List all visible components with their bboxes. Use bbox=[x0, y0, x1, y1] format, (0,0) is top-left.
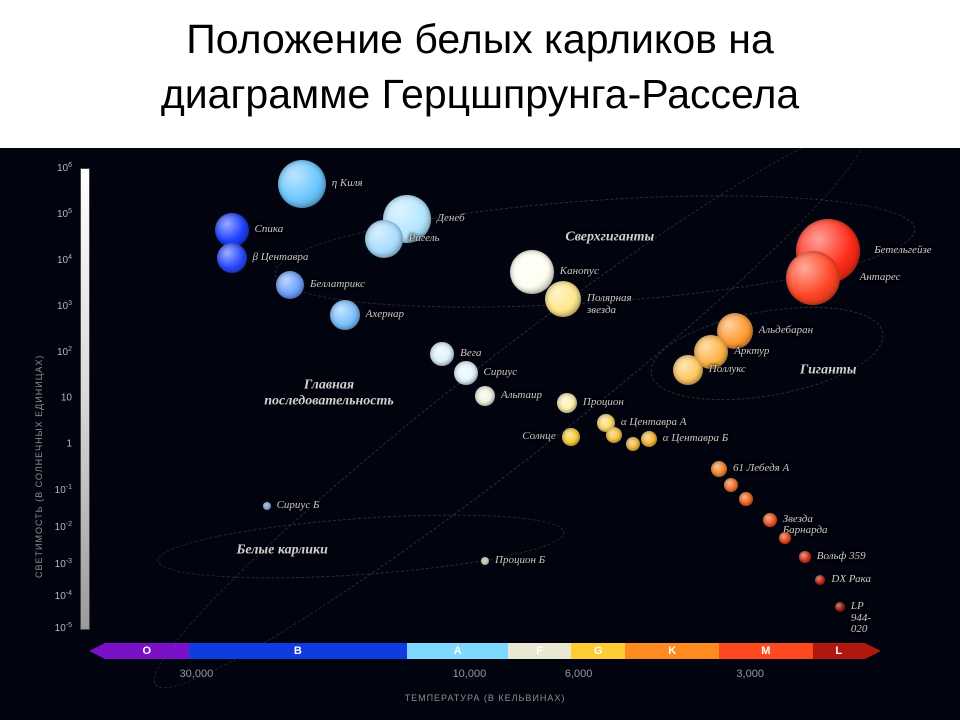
y-tick: 104 bbox=[12, 254, 72, 266]
star-label: Сириус Б bbox=[277, 500, 320, 512]
star-label: Денеб bbox=[437, 213, 465, 225]
star-marker bbox=[724, 478, 738, 492]
star-label: Процион Б bbox=[495, 555, 545, 567]
star-marker bbox=[454, 361, 478, 385]
y-axis-label: СВЕТИМОСТЬ (В СОЛНЕЧНЫХ ЕДИНИЦАХ) bbox=[34, 355, 44, 578]
star-label: LP 944-020 bbox=[851, 601, 875, 636]
spectral-class-B: B bbox=[189, 643, 407, 659]
star-label: η Киля bbox=[332, 178, 363, 190]
x-axis-label: ТЕМПЕРАТУРА (В КЕЛЬВИНАХ) bbox=[95, 693, 875, 703]
spectral-class-G: G bbox=[571, 643, 626, 659]
star-marker bbox=[545, 281, 581, 317]
star-marker bbox=[799, 551, 811, 563]
y-tick: 105 bbox=[12, 208, 72, 220]
star-label: β Центавра bbox=[253, 252, 309, 264]
y-tick: 10-4 bbox=[12, 590, 72, 602]
star-marker bbox=[739, 492, 753, 506]
star-label: Процион bbox=[583, 397, 624, 409]
star-marker bbox=[557, 393, 577, 413]
star-marker bbox=[217, 243, 247, 273]
star-marker bbox=[510, 250, 554, 294]
star-marker bbox=[626, 437, 640, 451]
spectral-class-A: A bbox=[407, 643, 508, 659]
region-envelope bbox=[156, 503, 567, 588]
star-marker bbox=[263, 502, 271, 510]
star-label: DX Рака bbox=[831, 574, 871, 586]
star-marker bbox=[475, 386, 495, 406]
star-label: Альдебаран bbox=[759, 325, 813, 337]
star-marker bbox=[711, 461, 727, 477]
x-tick: 30,000 bbox=[180, 668, 214, 680]
spectral-class-bar: OBAFGKML bbox=[95, 643, 875, 659]
star-marker bbox=[641, 431, 657, 447]
region-label: Гиганты bbox=[800, 363, 857, 378]
star-label: Арктур bbox=[734, 346, 769, 358]
star-marker bbox=[786, 251, 840, 305]
star-label: Вольф 359 bbox=[817, 551, 866, 563]
slide-title: Положение белых карликов надиаграмме Гер… bbox=[0, 12, 960, 123]
star-label: Спика bbox=[255, 224, 284, 236]
region-label: Сверхгиганты bbox=[565, 229, 654, 244]
star-marker bbox=[278, 160, 326, 208]
star-marker bbox=[606, 427, 622, 443]
star-label: Ригель bbox=[409, 233, 440, 245]
star-marker bbox=[779, 532, 791, 544]
plot-area: η КиляДенебСпикаРигельβ ЦентавраБетельге… bbox=[95, 168, 875, 628]
x-tick: 10,000 bbox=[453, 668, 487, 680]
spectral-class-K: K bbox=[625, 643, 719, 659]
star-label: Сириус bbox=[484, 367, 518, 379]
star-label: Альтаир bbox=[501, 390, 542, 402]
star-marker bbox=[835, 602, 845, 612]
star-label: Антарес bbox=[860, 272, 901, 284]
x-tick: 6,000 bbox=[565, 668, 593, 680]
x-axis: 30,000 10,000 6,000 3,000 bbox=[95, 668, 875, 688]
star-label: Полярная звезда bbox=[587, 293, 632, 316]
star-marker bbox=[365, 220, 403, 258]
star-label: Беллатрикс bbox=[310, 279, 365, 291]
spectral-class-O: O bbox=[105, 643, 189, 659]
star-marker bbox=[430, 342, 454, 366]
hr-diagram: 10610510410310210110-110-210-310-410-5 С… bbox=[0, 148, 960, 720]
y-tick: 10-5 bbox=[12, 622, 72, 634]
star-label: α Центавра А bbox=[621, 417, 687, 429]
star-label: α Центавра Б bbox=[663, 433, 728, 445]
star-label: Солнце bbox=[522, 431, 556, 443]
star-label: Канопус bbox=[560, 266, 599, 278]
region-label: Главная последовательность bbox=[264, 378, 394, 409]
y-tick: 106 bbox=[12, 162, 72, 174]
star-label: Ахернар bbox=[366, 309, 404, 321]
star-label: Поллукс bbox=[709, 364, 746, 376]
star-label: Вега bbox=[460, 348, 481, 360]
star-marker bbox=[763, 513, 777, 527]
star-marker bbox=[276, 271, 304, 299]
spectral-class-F: F bbox=[508, 643, 570, 659]
star-label: 61 Лебедя А bbox=[733, 463, 789, 475]
region-label: Белые карлики bbox=[236, 542, 327, 557]
y-tick: 103 bbox=[12, 300, 72, 312]
spectral-class-L: L bbox=[813, 643, 865, 659]
star-label: Бетельгейзе bbox=[874, 245, 931, 257]
star-marker bbox=[481, 557, 489, 565]
y-axis-gradient-bar bbox=[80, 168, 90, 630]
star-marker bbox=[673, 355, 703, 385]
x-tick: 3,000 bbox=[736, 668, 764, 680]
star-marker bbox=[815, 575, 825, 585]
star-marker bbox=[330, 300, 360, 330]
spectral-class-M: M bbox=[719, 643, 813, 659]
star-marker bbox=[562, 428, 580, 446]
